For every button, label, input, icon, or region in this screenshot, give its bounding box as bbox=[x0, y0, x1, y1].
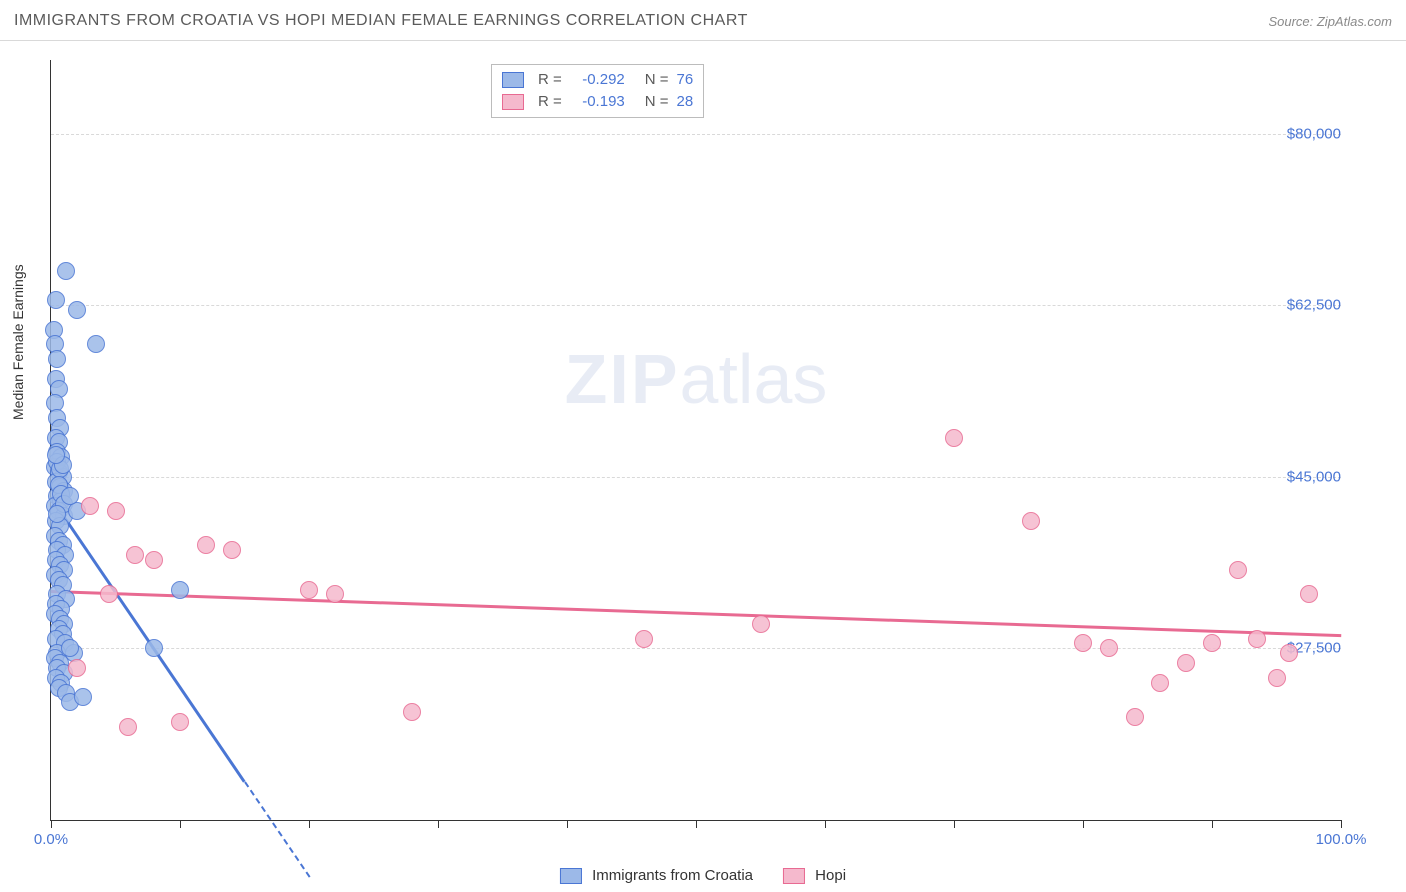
scatter-point bbox=[68, 659, 86, 677]
scatter-point bbox=[945, 429, 963, 447]
y-tick-label: $27,500 bbox=[1261, 640, 1341, 657]
stat-N-value: 28 bbox=[677, 91, 694, 113]
scatter-point bbox=[1203, 634, 1221, 652]
scatter-point bbox=[145, 551, 163, 569]
stats-legend: R = -0.292 N = 76 R = -0.193 N = 28 bbox=[491, 64, 704, 118]
stat-N-label: N = bbox=[645, 91, 669, 113]
chart-container: IMMIGRANTS FROM CROATIA VS HOPI MEDIAN F… bbox=[0, 0, 1406, 892]
swatch-series1 bbox=[560, 868, 582, 884]
stat-N-label: N = bbox=[645, 69, 669, 91]
x-tick bbox=[567, 820, 568, 828]
scatter-point bbox=[47, 291, 65, 309]
scatter-point bbox=[68, 301, 86, 319]
stat-N-value: 76 bbox=[677, 69, 694, 91]
scatter-point bbox=[1300, 585, 1318, 603]
watermark: ZIPatlas bbox=[565, 339, 828, 419]
scatter-point bbox=[1268, 669, 1286, 687]
stats-legend-row: R = -0.193 N = 28 bbox=[502, 91, 693, 113]
grid-line-h bbox=[51, 477, 1341, 478]
x-tick-label: 100.0% bbox=[1316, 831, 1367, 848]
source-credit: Source: ZipAtlas.com bbox=[1268, 14, 1392, 29]
x-tick-label: 0.0% bbox=[34, 831, 68, 848]
scatter-point bbox=[326, 585, 344, 603]
scatter-point bbox=[635, 630, 653, 648]
scatter-point bbox=[126, 546, 144, 564]
y-tick-label: $80,000 bbox=[1261, 125, 1341, 142]
legend-item-series1: Immigrants from Croatia bbox=[560, 867, 753, 884]
scatter-point bbox=[145, 639, 163, 657]
scatter-point bbox=[47, 446, 65, 464]
scatter-point bbox=[48, 350, 66, 368]
stat-R-value: -0.193 bbox=[570, 91, 625, 113]
trend-line-dashed bbox=[244, 781, 310, 877]
scatter-point bbox=[1022, 512, 1040, 530]
source-label: Source: bbox=[1268, 14, 1316, 29]
x-tick bbox=[696, 820, 697, 828]
stats-legend-row: R = -0.292 N = 76 bbox=[502, 69, 693, 91]
scatter-point bbox=[1151, 674, 1169, 692]
trend-line bbox=[51, 590, 1341, 637]
trend-line bbox=[50, 497, 246, 783]
scatter-point bbox=[1074, 634, 1092, 652]
scatter-point bbox=[1100, 639, 1118, 657]
grid-line-h bbox=[51, 648, 1341, 649]
title-bar: IMMIGRANTS FROM CROATIA VS HOPI MEDIAN F… bbox=[0, 0, 1406, 41]
x-tick bbox=[1341, 820, 1342, 828]
scatter-point bbox=[752, 615, 770, 633]
scatter-point bbox=[74, 688, 92, 706]
plot-area: ZIPatlas $27,500$45,000$62,500$80,0000.0… bbox=[50, 60, 1341, 821]
scatter-point bbox=[119, 718, 137, 736]
legend-label-series1: Immigrants from Croatia bbox=[592, 867, 753, 884]
legend-label-series2: Hopi bbox=[815, 867, 846, 884]
scatter-point bbox=[1229, 561, 1247, 579]
scatter-point bbox=[171, 581, 189, 599]
scatter-point bbox=[171, 713, 189, 731]
legend-item-series2: Hopi bbox=[783, 867, 846, 884]
x-tick bbox=[1212, 820, 1213, 828]
source-name: ZipAtlas.com bbox=[1317, 14, 1392, 29]
watermark-atlas: atlas bbox=[680, 340, 828, 418]
x-tick bbox=[825, 820, 826, 828]
x-tick bbox=[954, 820, 955, 828]
chart-title: IMMIGRANTS FROM CROATIA VS HOPI MEDIAN F… bbox=[14, 12, 748, 30]
grid-line-h bbox=[51, 134, 1341, 135]
scatter-point bbox=[223, 541, 241, 559]
y-tick-label: $62,500 bbox=[1261, 297, 1341, 314]
scatter-point bbox=[1248, 630, 1266, 648]
bottom-legend: Immigrants from Croatia Hopi bbox=[560, 867, 846, 884]
scatter-point bbox=[1126, 708, 1144, 726]
scatter-point bbox=[403, 703, 421, 721]
scatter-point bbox=[300, 581, 318, 599]
scatter-point bbox=[100, 585, 118, 603]
grid-line-h bbox=[51, 305, 1341, 306]
x-tick bbox=[309, 820, 310, 828]
x-tick bbox=[51, 820, 52, 828]
x-tick bbox=[180, 820, 181, 828]
stat-R-label: R = bbox=[538, 69, 562, 91]
scatter-point bbox=[61, 487, 79, 505]
x-tick bbox=[1083, 820, 1084, 828]
stats-swatch bbox=[502, 94, 524, 110]
stat-R-label: R = bbox=[538, 91, 562, 113]
scatter-point bbox=[197, 536, 215, 554]
y-axis-label: Median Female Earnings bbox=[10, 264, 26, 420]
stats-swatch bbox=[502, 72, 524, 88]
x-tick bbox=[438, 820, 439, 828]
scatter-point bbox=[57, 262, 75, 280]
scatter-point bbox=[1280, 644, 1298, 662]
y-tick-label: $45,000 bbox=[1261, 468, 1341, 485]
watermark-zip: ZIP bbox=[565, 340, 680, 418]
stat-R-value: -0.292 bbox=[570, 69, 625, 91]
swatch-series2 bbox=[783, 868, 805, 884]
scatter-point bbox=[81, 497, 99, 515]
scatter-point bbox=[1177, 654, 1195, 672]
scatter-point bbox=[107, 502, 125, 520]
scatter-point bbox=[48, 505, 66, 523]
scatter-point bbox=[87, 335, 105, 353]
